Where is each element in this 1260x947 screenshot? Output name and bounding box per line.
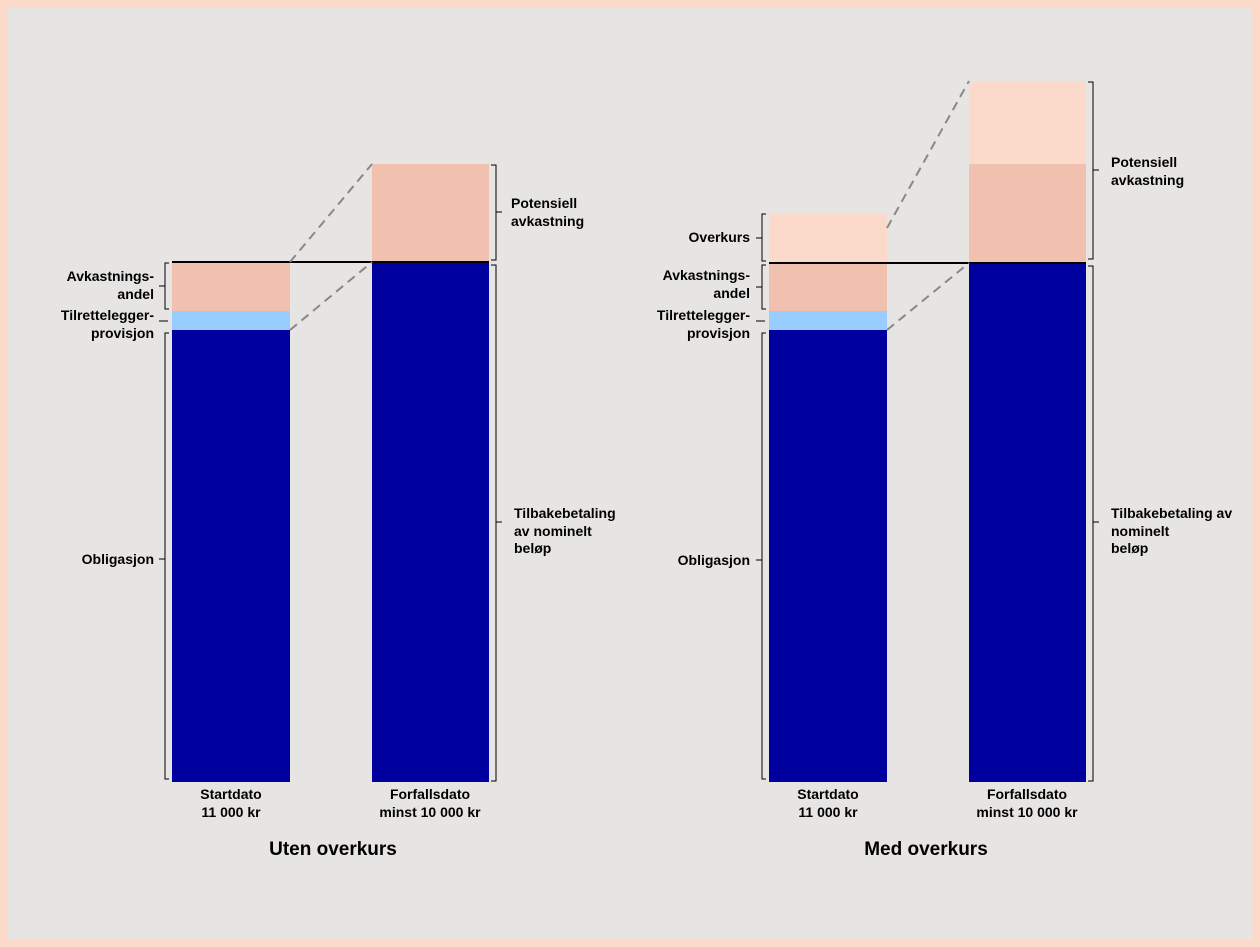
label-potential-return-1: Potensiell <box>511 195 577 211</box>
start-bar-label-2: 11 000 kr <box>798 804 858 820</box>
bracket-return-share <box>159 262 169 310</box>
potential-return-lower-segment <box>969 164 1086 263</box>
bracket-return-share <box>756 264 766 310</box>
bond-segment <box>769 330 887 782</box>
repayment-segment <box>969 263 1086 782</box>
fee-segment <box>769 311 887 330</box>
panel-with-premium: Overkurs Avkastnings- andel Tilrettelegg… <box>657 80 1232 860</box>
end-bar-label-1: Forfallsdato <box>987 786 1067 802</box>
label-premium: Overkurs <box>689 229 751 245</box>
bracket-repayment <box>1088 265 1099 782</box>
end-bar-label-2: minst 10 000 kr <box>379 804 481 820</box>
bracket-bond <box>159 332 169 780</box>
label-repayment-1: Tilbakebetaling <box>514 505 616 521</box>
label-repayment-2: av nominelt <box>514 523 592 539</box>
return-share-segment <box>172 262 290 311</box>
return-share-segment <box>769 263 887 311</box>
panel-title: Uten overkurs <box>269 839 397 860</box>
bracket-potential-return <box>491 164 502 261</box>
label-fee-1: Tilrettelegger- <box>61 307 154 323</box>
premium-segment <box>769 213 887 263</box>
bracket-bond <box>756 332 766 780</box>
bracket-premium <box>756 213 766 262</box>
label-repayment-2: nominelt <box>1111 523 1170 539</box>
fee-segment <box>172 311 290 330</box>
label-bond: Obligasjon <box>678 552 750 568</box>
start-bar-label-1: Startdato <box>200 786 261 802</box>
dashed-connector-top <box>886 80 970 229</box>
potential-return-segment <box>372 164 489 262</box>
bracket-repayment <box>491 264 502 782</box>
label-repayment-1: Tilbakebetaling av <box>1111 505 1232 521</box>
label-repayment-3: beløp <box>1111 540 1148 556</box>
panel-without-premium: Avkastnings- andel Tilrettelegger- provi… <box>61 163 616 860</box>
label-fee-2: provisjon <box>91 325 154 341</box>
label-fee-1: Tilrettelegger- <box>657 307 750 323</box>
start-bar-label-2: 11 000 kr <box>201 804 261 820</box>
dashed-connector-bottom <box>886 262 970 331</box>
label-return-share-2: andel <box>117 286 154 302</box>
end-bar-label-1: Forfallsdato <box>390 786 470 802</box>
label-return-share-2: andel <box>713 285 750 301</box>
label-potential-return-2: avkastning <box>511 213 584 229</box>
potential-return-upper-segment <box>969 81 1086 164</box>
start-bar-label-1: Startdato <box>797 786 858 802</box>
label-fee-2: provisjon <box>687 325 750 341</box>
dashed-connector-bottom <box>289 261 373 331</box>
bond-segment <box>172 330 290 782</box>
dashed-connector-top <box>289 163 373 263</box>
end-bar-label-2: minst 10 000 kr <box>976 804 1078 820</box>
repayment-segment <box>372 262 489 782</box>
label-return-share-1: Avkastnings- <box>663 267 751 283</box>
panel-title: Med overkurs <box>864 839 988 860</box>
label-bond: Obligasjon <box>82 551 154 567</box>
label-repayment-3: beløp <box>514 540 551 556</box>
label-potential-return-2: avkastning <box>1111 172 1184 188</box>
label-potential-return-1: Potensiell <box>1111 154 1177 170</box>
label-return-share-1: Avkastnings- <box>67 268 155 284</box>
bracket-potential-return <box>1088 81 1099 260</box>
